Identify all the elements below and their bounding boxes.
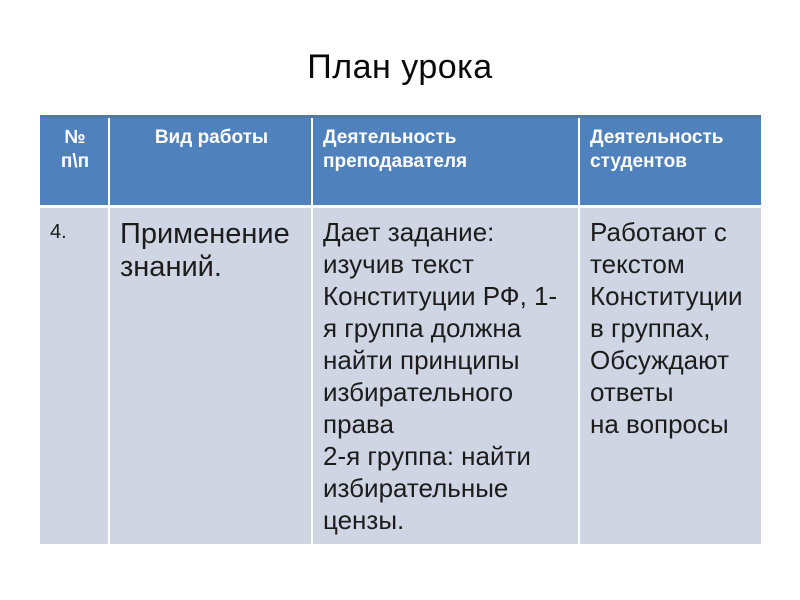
header-row: № п\п Вид работы Деятельность преподават… xyxy=(40,118,761,208)
header-cell-teacher-activity: Деятельность преподавателя xyxy=(313,118,580,208)
header-cell-number: № п\п xyxy=(40,118,110,208)
slide-title: План урока xyxy=(307,48,493,86)
cell-work-type: Применение знаний. xyxy=(110,208,313,544)
header-cell-work-type: Вид работы xyxy=(110,118,313,208)
table-row: 4. Применение знаний. Дает задание: изуч… xyxy=(40,208,761,544)
cell-student-activity: Работают с текстом Конституции в группах… xyxy=(580,208,761,544)
cell-number: 4. xyxy=(40,208,110,544)
header-cell-student-activity: Деятельность студентов xyxy=(580,118,761,208)
lesson-plan-table: № п\п Вид работы Деятельность преподават… xyxy=(40,115,761,544)
cell-teacher-activity: Дает задание: изучив текст Конституции Р… xyxy=(313,208,580,544)
